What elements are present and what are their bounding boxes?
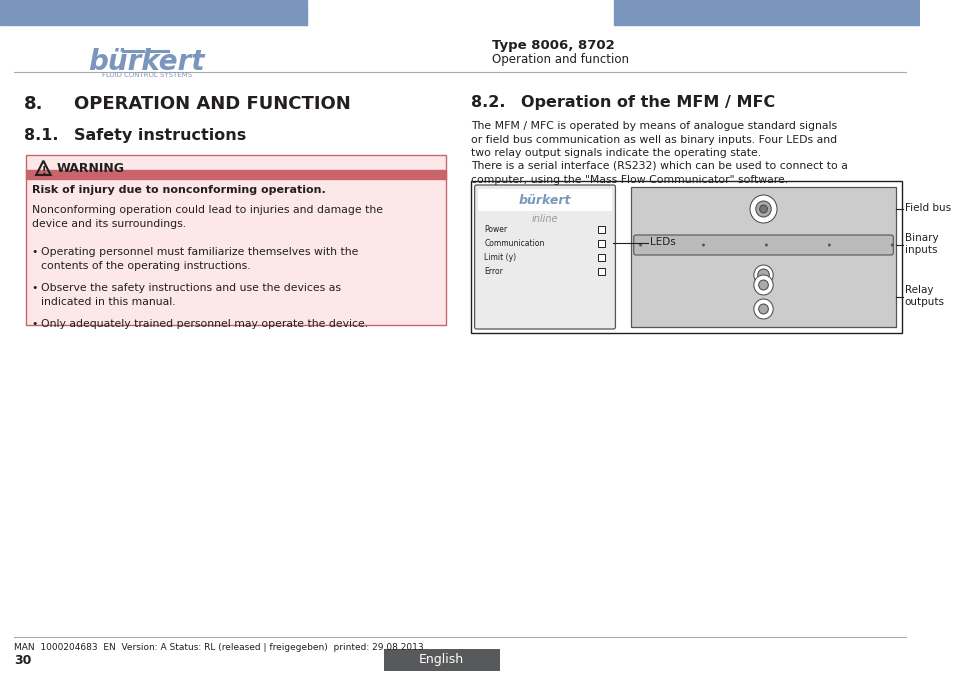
- Bar: [598, 225, 604, 232]
- Text: •: •: [31, 283, 38, 293]
- Text: 8.1.: 8.1.: [24, 128, 58, 143]
- Text: LEDs: LEDs: [650, 237, 676, 247]
- Circle shape: [759, 205, 766, 213]
- Text: bürkert: bürkert: [518, 194, 571, 207]
- Bar: [478, 189, 611, 211]
- Text: Operation of the MFM / MFC: Operation of the MFM / MFC: [520, 95, 775, 110]
- Text: inline: inline: [531, 214, 558, 224]
- Circle shape: [758, 280, 767, 290]
- Bar: [630, 187, 895, 327]
- Text: Nonconforming operation could lead to injuries and damage the
device and its sur: Nonconforming operation could lead to in…: [31, 205, 382, 229]
- Text: English: English: [418, 653, 464, 666]
- Bar: [598, 267, 604, 275]
- Circle shape: [753, 299, 772, 319]
- Circle shape: [749, 195, 776, 223]
- FancyBboxPatch shape: [26, 155, 445, 325]
- Text: Binary
inputs: Binary inputs: [903, 233, 938, 255]
- Circle shape: [753, 265, 772, 285]
- Text: FLUID CONTROL SYSTEMS: FLUID CONTROL SYSTEMS: [102, 72, 192, 78]
- Text: The MFM / MFC is operated by means of analogue standard signals
or field bus com: The MFM / MFC is operated by means of an…: [470, 121, 836, 158]
- Bar: [598, 254, 604, 260]
- Text: Power: Power: [484, 225, 507, 234]
- Text: bürkert: bürkert: [89, 48, 205, 76]
- Text: MAN  1000204683  EN  Version: A Status: RL (released | freigegeben)  printed: 29: MAN 1000204683 EN Version: A Status: RL …: [14, 643, 424, 651]
- Text: Operation and function: Operation and function: [492, 53, 628, 67]
- Circle shape: [755, 201, 770, 217]
- Text: Relay
outputs: Relay outputs: [903, 285, 943, 307]
- Text: •: •: [31, 247, 38, 257]
- Text: Only adequately trained personnel may operate the device.: Only adequately trained personnel may op…: [41, 319, 368, 329]
- Circle shape: [753, 275, 772, 295]
- Text: Safety instructions: Safety instructions: [74, 128, 246, 143]
- Text: WARNING: WARNING: [57, 162, 125, 174]
- Text: OPERATION AND FUNCTION: OPERATION AND FUNCTION: [74, 95, 351, 113]
- Circle shape: [890, 244, 893, 246]
- Text: There is a serial interface (RS232) which can be used to connect to a
computer, : There is a serial interface (RS232) whic…: [470, 161, 846, 184]
- FancyBboxPatch shape: [383, 649, 499, 671]
- Circle shape: [701, 244, 704, 246]
- FancyBboxPatch shape: [633, 235, 892, 255]
- Bar: [0, 0, 307, 25]
- Text: 30: 30: [14, 655, 31, 668]
- FancyBboxPatch shape: [474, 185, 615, 329]
- Text: Limit (y): Limit (y): [484, 252, 516, 262]
- Text: 8.2.: 8.2.: [470, 95, 505, 110]
- Bar: [598, 240, 604, 246]
- Text: •: •: [31, 319, 38, 329]
- Text: 8.: 8.: [24, 95, 44, 113]
- Circle shape: [757, 269, 768, 281]
- Circle shape: [827, 244, 830, 246]
- Text: Communication: Communication: [484, 238, 544, 248]
- Circle shape: [639, 244, 641, 246]
- Text: Risk of injury due to nonconforming operation.: Risk of injury due to nonconforming oper…: [31, 185, 325, 195]
- Bar: [613, 0, 920, 25]
- Text: !: !: [41, 166, 46, 176]
- Text: Operating personnel must familiarize themselves with the
contents of the operati: Operating personnel must familiarize the…: [41, 247, 358, 271]
- Circle shape: [764, 244, 767, 246]
- Text: Type 8006, 8702: Type 8006, 8702: [492, 38, 614, 52]
- Text: Observe the safety instructions and use the devices as
indicated in this manual.: Observe the safety instructions and use …: [41, 283, 341, 307]
- Circle shape: [758, 304, 767, 314]
- Bar: [470, 181, 901, 333]
- Bar: [26, 170, 445, 179]
- Text: Error: Error: [484, 267, 502, 275]
- Text: Field bus: Field bus: [903, 203, 950, 213]
